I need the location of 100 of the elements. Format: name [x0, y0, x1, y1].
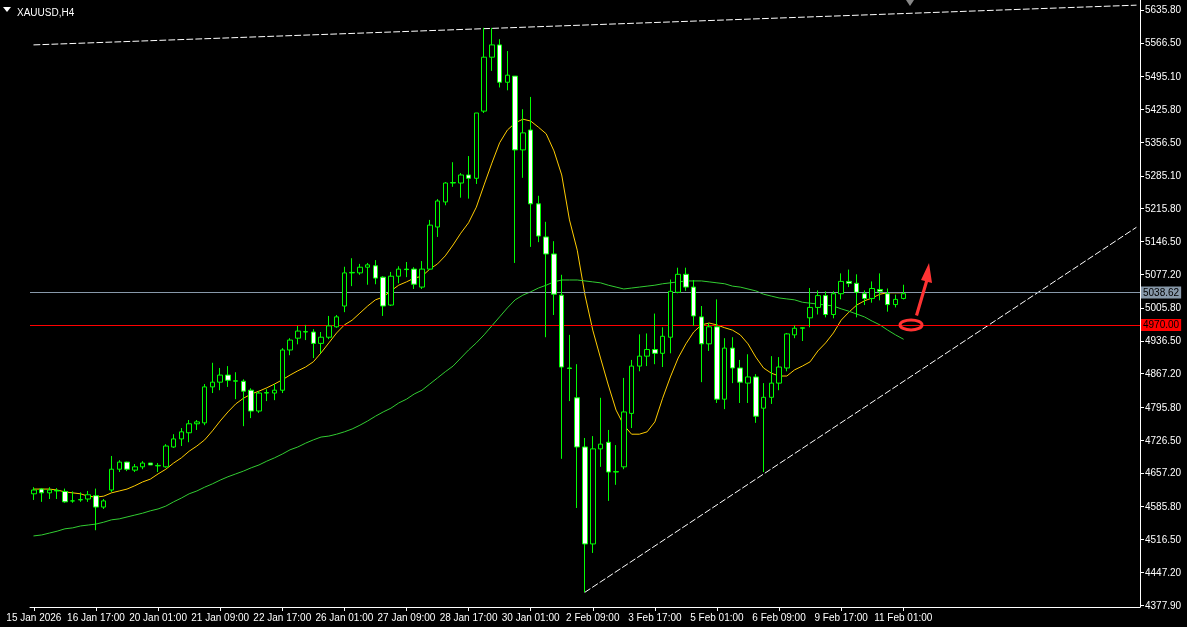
candlestick	[241, 378, 246, 427]
y-tick-label: 5495.10	[1145, 71, 1182, 83]
candlestick	[443, 181, 448, 206]
candlestick	[691, 279, 696, 327]
y-tick-label: 4657.20	[1145, 467, 1182, 479]
candlestick	[474, 112, 479, 185]
candlestick	[574, 363, 580, 509]
candlestick	[660, 326, 665, 368]
candlestick	[769, 355, 774, 405]
candlestick	[396, 265, 401, 284]
x-tick-label: 2 Feb 09:00	[566, 611, 620, 623]
candlestick	[753, 373, 759, 424]
candlestick	[458, 172, 464, 199]
candlestick	[606, 429, 611, 502]
candlestick	[272, 383, 277, 401]
y-tick-label: 5146.50	[1145, 235, 1182, 247]
candlestick	[528, 96, 533, 248]
candlestick	[737, 359, 743, 404]
candlestick	[668, 279, 673, 354]
y-tick-label: 5425.80	[1145, 103, 1182, 115]
candlestick	[621, 377, 627, 470]
y-tick-label: 5635.80	[1145, 4, 1182, 16]
ref-line-label: 4970.00	[1143, 319, 1180, 331]
candlestick	[435, 198, 440, 238]
candlestick	[497, 38, 502, 88]
y-tick-label: 5077.20	[1145, 268, 1182, 280]
candlestick	[287, 337, 293, 356]
candlestick	[730, 336, 735, 384]
y-tick-label: 4377.90	[1145, 599, 1182, 611]
candlestick	[675, 267, 681, 294]
candlestick	[512, 75, 518, 264]
candlestick	[598, 397, 603, 468]
candlestick	[264, 388, 269, 402]
candlestick	[78, 491, 83, 503]
line-series	[33, 279, 904, 537]
candlestick	[117, 459, 122, 473]
y-tick-label: 5356.50	[1145, 136, 1182, 148]
candlestick	[543, 221, 549, 338]
y-tick-label: 4585.80	[1145, 501, 1182, 513]
candlestick	[877, 272, 883, 301]
candlestick	[838, 272, 844, 300]
candlestick	[831, 290, 836, 319]
candlestick	[47, 486, 52, 500]
candlestick	[637, 333, 642, 372]
candlestick	[334, 314, 339, 329]
candlestick	[559, 274, 564, 460]
candlestick	[854, 273, 859, 318]
candlestick	[567, 334, 572, 402]
candlestick	[163, 443, 169, 469]
candlestick	[489, 27, 495, 72]
candlestick	[311, 328, 316, 359]
x-tick-label: 6 Feb 09:00	[752, 611, 807, 623]
candlestick	[373, 259, 378, 285]
candlestick	[210, 362, 215, 394]
candlestick	[652, 313, 658, 365]
x-tick-label: 11 Feb 01:00	[874, 611, 933, 623]
x-tick-label: 28 Jan 17:00	[439, 611, 498, 623]
candlestick	[815, 289, 821, 316]
candlestick	[303, 324, 308, 341]
candlestick	[800, 326, 805, 342]
candlestick	[93, 488, 99, 531]
candlestick	[404, 261, 409, 278]
x-tick-label: 27 Jan 09:00	[377, 611, 436, 623]
x-tick-label: 9 Feb 17:00	[814, 611, 869, 623]
candlestick	[419, 260, 425, 290]
candlestick	[427, 219, 433, 271]
candlestick	[155, 462, 161, 473]
text: XAUUSD,H4	[17, 6, 75, 18]
y-tick-label: 4795.80	[1145, 401, 1182, 413]
candlestick	[776, 356, 782, 391]
candlestick	[256, 390, 262, 414]
candlestick	[365, 262, 370, 286]
candlestick	[217, 367, 223, 391]
candlestick	[380, 275, 386, 317]
candlestick	[349, 257, 355, 287]
candlestick	[466, 155, 471, 200]
y-tick-label: 4516.50	[1145, 533, 1182, 545]
candlestick	[101, 498, 106, 510]
candlestick	[411, 266, 417, 290]
candlestick	[706, 322, 712, 352]
candlestick	[109, 455, 114, 493]
y-tick-label: 4447.20	[1145, 566, 1182, 578]
candlestick	[39, 487, 44, 503]
candlestick	[225, 365, 231, 388]
candlestick	[722, 337, 727, 410]
candlestick	[505, 50, 510, 91]
candlestick	[124, 461, 130, 472]
y-tick-label: 4936.50	[1145, 335, 1182, 347]
x-tick-label: 26 Jan 01:00	[315, 611, 374, 623]
y-tick-label: 4726.50	[1145, 434, 1182, 446]
candlestick	[85, 490, 91, 503]
candlestick	[248, 387, 254, 419]
candlestick	[761, 382, 766, 473]
candlestick	[551, 240, 557, 316]
y-tick-label: 5005.80	[1145, 302, 1182, 314]
candlestick	[171, 433, 176, 449]
candlestick	[807, 287, 813, 328]
candlestick	[481, 27, 487, 114]
y-tick-label: 5566.50	[1145, 37, 1182, 49]
candlestick	[62, 488, 68, 504]
